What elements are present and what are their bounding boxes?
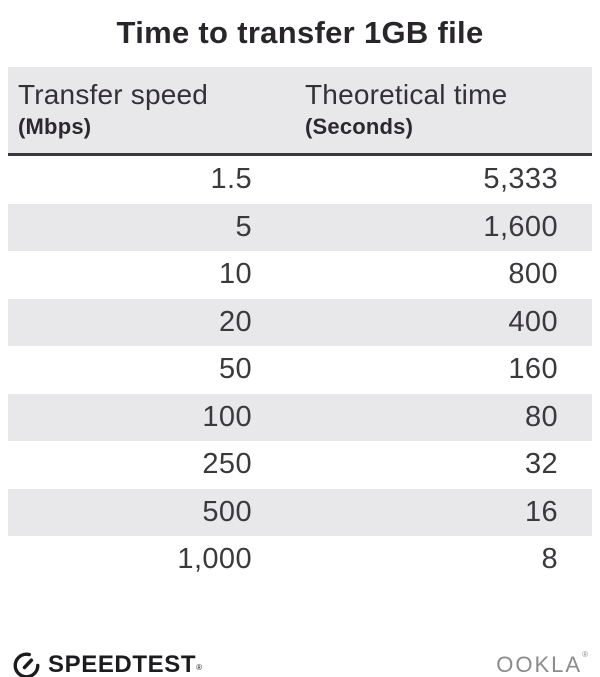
- time-cell: 1,600: [483, 210, 558, 243]
- column-label: Theoretical time: [305, 79, 508, 110]
- speed-cell: 1.5: [210, 163, 252, 196]
- table-header: Transfer speed (Mbps) Theoretical time (…: [8, 67, 592, 156]
- registered-mark-icon: ®: [582, 650, 588, 659]
- time-cell: 80: [524, 400, 558, 433]
- speed-cell: 50: [218, 353, 252, 386]
- column-unit: (Seconds): [305, 114, 414, 139]
- speed-cell: 5: [235, 210, 252, 243]
- registered-mark-icon: ®: [196, 662, 203, 672]
- column-unit: (Mbps): [18, 114, 92, 139]
- time-cell: 400: [508, 305, 558, 338]
- table-row: 5 1,600: [8, 203, 592, 251]
- transfer-time-table: Transfer speed (Mbps) Theoretical time (…: [8, 67, 592, 584]
- time-cell: 32: [524, 448, 558, 481]
- page-title: Time to transfer 1GB file: [116, 15, 484, 50]
- table-row: 1,000 8: [8, 536, 592, 584]
- table-row: 50 160: [8, 346, 592, 394]
- speed-cell: 20: [218, 305, 252, 338]
- table-row: 20 400: [8, 298, 592, 346]
- gauge-icon: [13, 652, 40, 677]
- column-label: Transfer speed: [18, 79, 209, 110]
- infographic-page: Time to transfer 1GB file Transfer speed…: [0, 15, 600, 677]
- header-transfer-speed: Transfer speed (Mbps): [8, 78, 262, 153]
- speed-cell: 10: [218, 258, 252, 291]
- table-row: 100 80: [8, 393, 592, 441]
- table-row: 10 800: [8, 251, 592, 299]
- time-cell: 800: [508, 258, 558, 291]
- time-cell: 16: [524, 495, 558, 528]
- speed-cell: 250: [202, 448, 252, 481]
- speedtest-logo: SPEEDTEST ®: [12, 650, 202, 677]
- time-cell: 5,333: [483, 163, 558, 196]
- table-row: 1.5 5,333: [8, 156, 592, 204]
- speed-cell: 100: [202, 400, 252, 433]
- ookla-wordmark: OOKLA: [496, 652, 583, 677]
- header-theoretical-time: Theoretical time (Seconds): [262, 78, 592, 153]
- speedtest-wordmark: SPEEDTEST: [48, 651, 197, 677]
- speed-cell: 500: [202, 495, 252, 528]
- speed-cell: 1,000: [177, 543, 252, 576]
- table-row: 250 32: [8, 441, 592, 489]
- footer: SPEEDTEST ® OOKLA®: [12, 648, 588, 677]
- table-row: 500 16: [8, 488, 592, 536]
- time-cell: 160: [508, 353, 558, 386]
- time-cell: 8: [541, 543, 558, 576]
- ookla-logo: OOKLA®: [496, 650, 588, 677]
